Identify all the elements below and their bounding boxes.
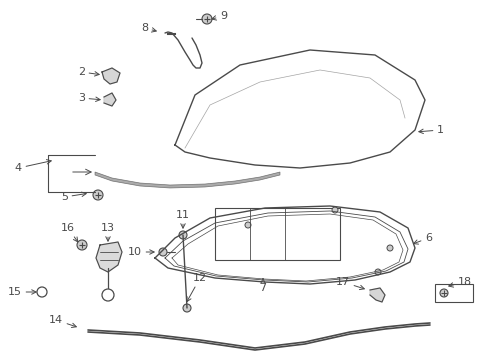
Bar [215, 208, 340, 260]
Text: 14: 14 [49, 315, 76, 328]
Text: 18: 18 [449, 277, 472, 287]
Circle shape [202, 14, 212, 24]
Circle shape [179, 231, 187, 239]
Text: 9: 9 [212, 11, 227, 21]
Text: 17: 17 [336, 277, 365, 289]
Text: 4: 4 [15, 159, 51, 173]
Text: 10: 10 [128, 247, 154, 257]
Polygon shape [102, 68, 120, 84]
Text: 12: 12 [187, 273, 207, 302]
Text: 15: 15 [8, 287, 36, 297]
Circle shape [93, 190, 103, 200]
Polygon shape [95, 172, 280, 188]
Circle shape [245, 222, 251, 228]
Text: 2: 2 [78, 67, 99, 77]
Bar [435, 284, 473, 302]
Circle shape [159, 248, 167, 256]
Text: 7: 7 [259, 279, 267, 293]
Text: 16: 16 [61, 223, 78, 242]
Polygon shape [96, 242, 122, 272]
Circle shape [102, 289, 114, 301]
Text: 5: 5 [61, 192, 86, 202]
Circle shape [387, 245, 393, 251]
Text: 1: 1 [419, 125, 444, 135]
Text: 13: 13 [101, 223, 115, 241]
Circle shape [77, 240, 87, 250]
Circle shape [440, 289, 448, 297]
Circle shape [183, 304, 191, 312]
Text: 3: 3 [78, 93, 100, 103]
Text: 11: 11 [176, 210, 190, 228]
Circle shape [37, 287, 47, 297]
Text: 6: 6 [414, 233, 432, 244]
Polygon shape [104, 93, 116, 106]
Polygon shape [370, 288, 385, 302]
Text: 8: 8 [141, 23, 156, 33]
Circle shape [332, 207, 338, 213]
Circle shape [375, 269, 381, 275]
